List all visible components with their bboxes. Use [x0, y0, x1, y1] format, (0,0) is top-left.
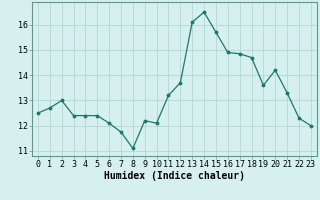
X-axis label: Humidex (Indice chaleur): Humidex (Indice chaleur) [104, 171, 245, 181]
